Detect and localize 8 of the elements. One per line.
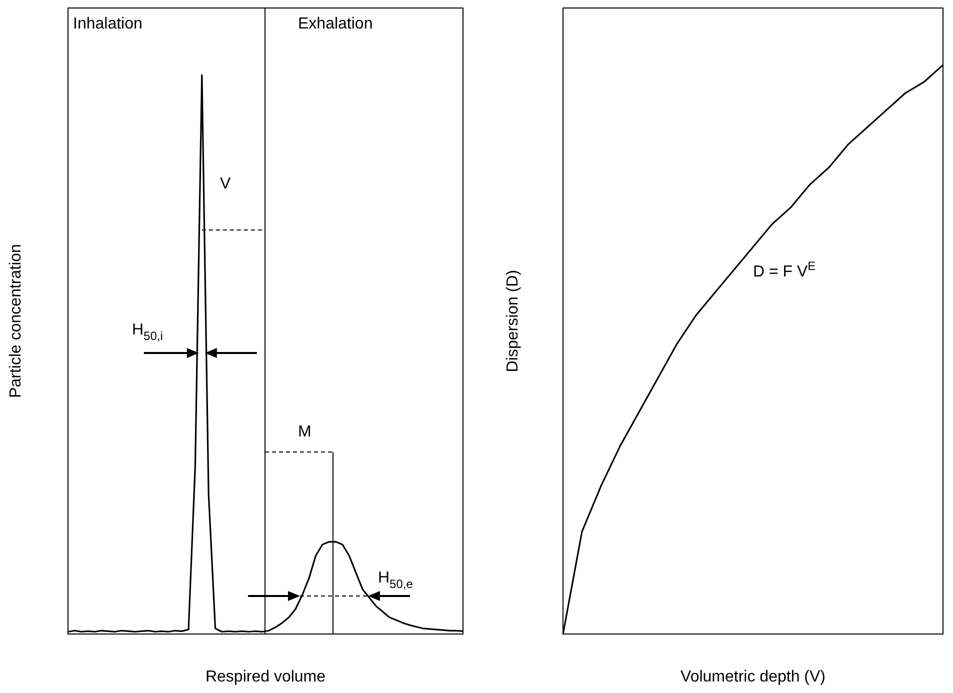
x-axis-title: Volumetric depth (V) — [680, 668, 826, 686]
text: Exhalation — [298, 16, 373, 32]
text: Inhalation — [73, 16, 142, 32]
y-axis-title: Particle concentration — [8, 244, 24, 398]
x-axis-title: Respired volume — [205, 668, 326, 686]
annotation: M — [298, 424, 312, 440]
y-axis-title: Dispersion (D) — [504, 270, 522, 372]
annotation: V — [220, 176, 231, 192]
